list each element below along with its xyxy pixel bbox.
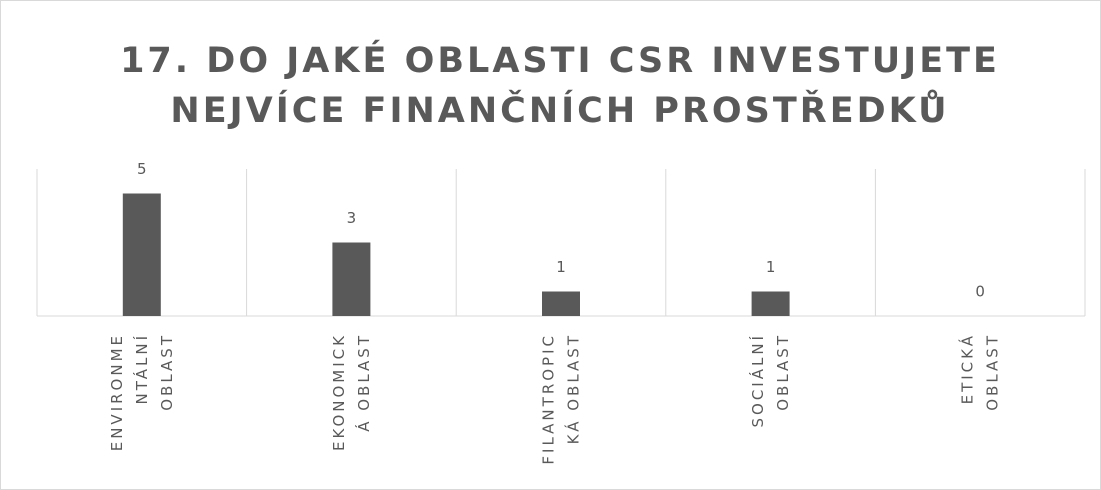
- x-tick-label: FILANTROPIC KÁ OBLAST: [539, 333, 582, 465]
- x-tick-label: SOCIÁLNÍ OBLAST: [748, 333, 792, 428]
- text-line: SOCIÁLNÍ: [748, 333, 767, 428]
- x-tick-label: EKONOMICK Á OBLAST: [329, 333, 372, 451]
- data-label: 3: [347, 209, 357, 227]
- text-line: OBLAST: [774, 333, 792, 411]
- text-line: OBLAST: [983, 333, 1001, 411]
- text-line: ENVIRONME: [107, 333, 125, 451]
- text-line: EKONOMICK: [329, 333, 347, 451]
- bar: [542, 291, 580, 316]
- text-line: KÁ OBLAST: [563, 333, 582, 444]
- data-label: 0: [975, 283, 985, 301]
- x-tick-label: ETICKÁ OBLAST: [957, 333, 1001, 411]
- bar: [332, 242, 371, 316]
- text-line: OBLAST: [157, 333, 175, 411]
- text-line: Á OBLAST: [353, 333, 372, 432]
- text-line: 17. DO JAKÉ OBLASTI CSR INVESTUJETE: [120, 39, 1000, 81]
- data-label: 5: [137, 160, 147, 178]
- text-line: ETICKÁ: [957, 333, 976, 404]
- x-tick-label: ENVIRONME NTÁLNÍ OBLAST: [107, 333, 175, 451]
- text-line: NTÁLNÍ: [131, 333, 150, 404]
- text-line: NEJVÍCE FINANČNÍCH PROSTŘEDKŮ: [170, 89, 949, 131]
- text-line: FILANTROPIC: [539, 333, 557, 465]
- bar: [751, 291, 790, 316]
- bar: [122, 193, 161, 316]
- data-label: 1: [766, 258, 776, 276]
- data-label: 1: [556, 258, 566, 276]
- chart-title: 17. DO JAKÉ OBLASTI CSR INVESTUJETE NEJVÍ…: [120, 39, 1000, 131]
